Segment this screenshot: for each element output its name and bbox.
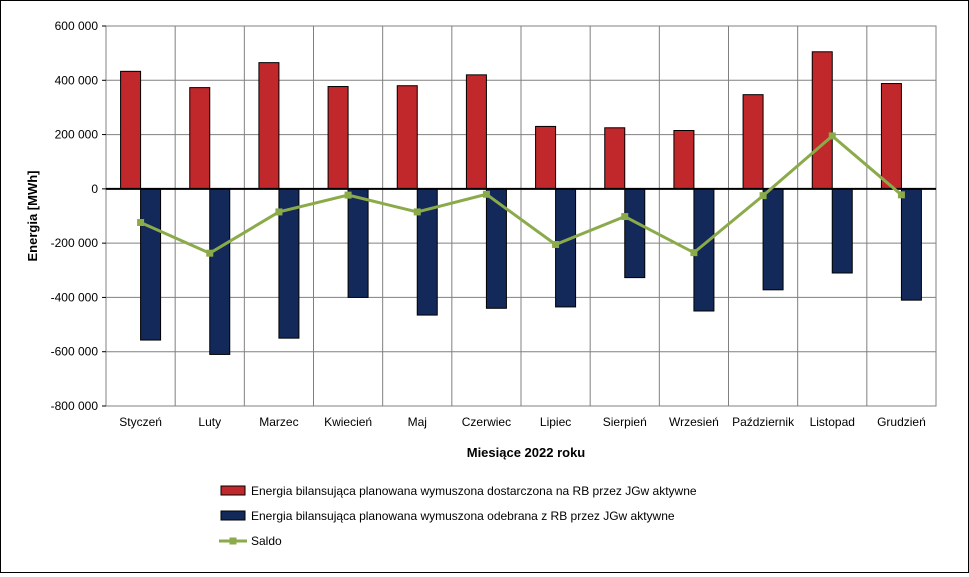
legend-marker [229,537,237,545]
saldo-point [552,241,560,248]
bar-dostarczona [120,70,142,190]
bar-dostarczona [327,86,349,190]
bar-odebrana [831,188,853,274]
bar-odebrana [624,188,646,279]
x-tick-label: Grudzień [877,415,926,429]
saldo-point [690,249,698,257]
legend: Energia bilansująca planowana wymuszona … [219,484,697,548]
legend-swatch [220,485,246,496]
bar-odebrana [900,188,922,301]
bar-odebrana [140,188,162,341]
bars [120,51,922,355]
y-tick-labels: 600 000 400 000 200 000 0 -200 000 -400 000 -6… [51,19,106,413]
bar-dostarczona [604,127,626,190]
saldo-point [759,192,767,200]
y-tick-label: 600 000 [55,19,99,33]
legend-label: Saldo [251,534,282,548]
bar-odebrana [762,188,784,291]
x-tick-labels: Styczeń Luty Marzec Kwiecień Maj Czerwiec Lipi… [119,415,926,429]
x-tick-label: Sierpień [603,415,647,429]
x-tick-label: Luty [198,415,221,429]
saldo-line [139,133,903,255]
x-tick-label: Styczeń [119,415,162,429]
bar-dostarczona [880,83,902,190]
y-tick-label: -600 000 [51,345,99,359]
legend-label: Energia bilansująca planowana wymuszona … [251,484,697,498]
grid-lines [106,26,936,406]
bar-odebrana [209,188,231,355]
saldo-point [482,190,490,198]
x-tick-label: Kwiecień [324,415,372,429]
x-axis-title: Miesiące 2022 roku [467,445,586,460]
bar-dostarczona [258,62,280,190]
legend-swatch [220,510,246,521]
bar-dostarczona [673,130,695,190]
y-tick-label: 400 000 [55,73,99,87]
saldo-point [897,191,905,199]
bar-dostarczona [396,85,418,190]
saldo-point [206,249,214,257]
bar-dostarczona [742,94,764,190]
saldo-line-series [137,132,905,257]
x-tick-label: Maj [408,415,427,429]
y-tick-label: -200 000 [51,236,99,250]
saldo-point [828,132,836,140]
y-tick-label: 200 000 [55,128,99,142]
saldo-point [621,213,629,221]
x-tick-label: Marzec [259,415,298,429]
bar-dostarczona [465,74,487,190]
saldo-point [344,191,352,199]
saldo-point [413,208,421,216]
x-tick-label: Czerwiec [462,415,511,429]
x-tick-label: Lipiec [540,415,571,429]
saldo-point [137,219,145,227]
x-tick-label: Wrzesień [669,415,719,429]
y-axis-title: Energia [MWh] [25,171,40,262]
y-tick-label: 0 [91,182,98,196]
legend-label: Energia bilansująca planowana wymuszona … [251,509,675,523]
y-tick-label: -400 000 [51,290,99,304]
y-tick-label: -800 000 [51,399,99,413]
bar-dostarczona [811,51,833,190]
x-tick-label: Październik [732,415,795,429]
bar-odebrana [347,188,369,298]
x-tick-label: Listopad [810,415,855,429]
bar-dostarczona [535,125,557,190]
saldo-point [275,208,283,216]
bar-dostarczona [189,87,211,190]
